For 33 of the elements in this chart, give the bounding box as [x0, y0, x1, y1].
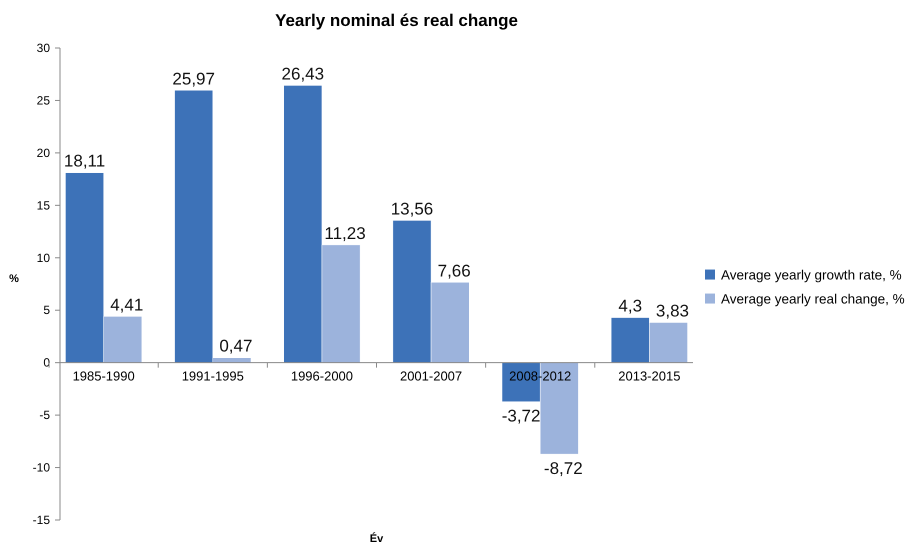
legend-label: Average yearly growth rate, %	[721, 268, 902, 283]
x-tick-label: 1991-1995	[182, 368, 244, 384]
y-tick-label: 30	[36, 41, 50, 55]
data-label: 18,11	[64, 152, 106, 171]
x-axis-title: Év	[370, 532, 384, 545]
y-tick-label: -5	[39, 408, 50, 422]
x-tick-label: 2013-2015	[618, 368, 680, 384]
x-tick-label: 2001-2007	[400, 368, 462, 384]
y-tick-label: -15	[32, 513, 50, 527]
legend-label: Average yearly real change, %	[721, 292, 905, 307]
data-label: 11,23	[324, 224, 366, 243]
x-tick-label: 1996-2000	[290, 368, 354, 384]
data-label: 4,3	[618, 296, 642, 316]
x-tick-label: 2008-2012	[509, 368, 572, 384]
data-label: 13,56	[390, 199, 434, 218]
chart-title: Yearly nominal és real change	[275, 11, 518, 30]
y-tick-label: 5	[43, 303, 50, 318]
data-label: 4,41	[110, 295, 144, 314]
x-tick-label: 1985-1990	[72, 368, 135, 384]
y-tick-label: -10	[32, 460, 50, 475]
data-label: 26,43	[282, 64, 324, 84]
data-label: -8,72	[544, 459, 583, 478]
data-label: 25,97	[172, 69, 215, 88]
y-tick-label: 25	[36, 93, 50, 108]
y-axis-title: %	[9, 272, 20, 285]
y-tick-label: 0	[43, 356, 50, 370]
data-label: -3,72	[502, 406, 540, 426]
y-tick-label: 10	[36, 250, 50, 265]
y-tick-label: 15	[36, 198, 50, 212]
data-label: 7,66	[438, 261, 471, 280]
data-label: 3,83	[656, 301, 689, 320]
y-tick-label: 20	[36, 146, 50, 160]
data-label: 0,47	[219, 336, 252, 356]
